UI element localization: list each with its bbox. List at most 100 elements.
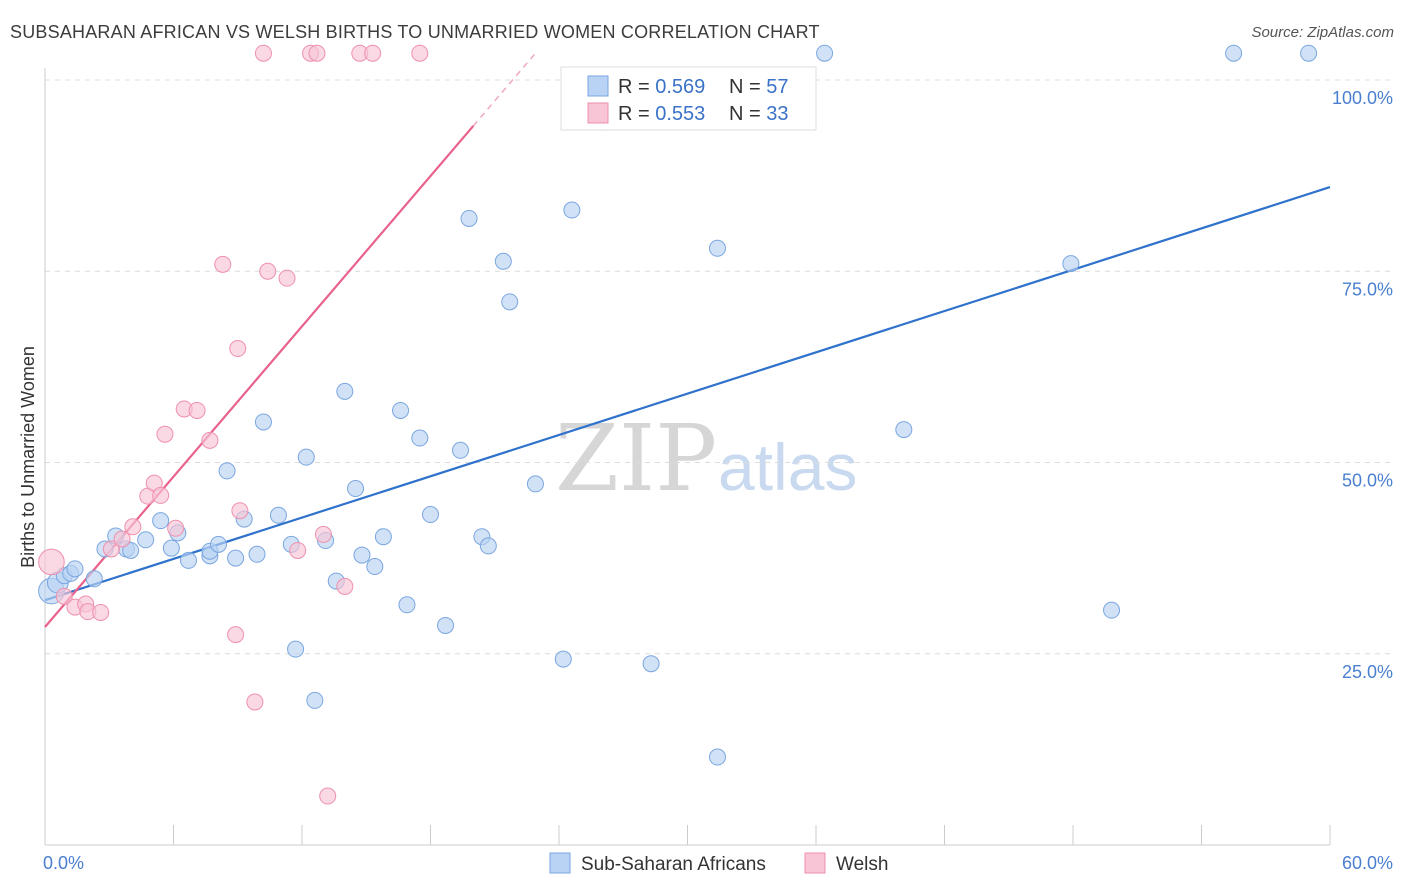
point-welsh <box>229 340 247 358</box>
x-tick-label: 60.0% <box>1342 853 1393 873</box>
point-sub-saharan-africans <box>501 293 519 311</box>
point-sub-saharan-africans <box>451 441 469 459</box>
y-axis-label: Births to Unmarried Women <box>18 346 38 568</box>
point-sub-saharan-africans <box>306 691 324 709</box>
legend-n-row-2: N = 33 <box>729 103 789 125</box>
point-welsh <box>152 486 170 504</box>
legend-r-value: 0.569 <box>655 76 705 98</box>
legend-r-label: R = <box>618 103 655 125</box>
bottom-legend-label-blue: Sub-Saharan Africans <box>581 854 766 875</box>
trend-lines <box>44 50 1331 628</box>
point-welsh <box>124 518 142 536</box>
y-tick-label: 100.0% <box>1332 88 1393 108</box>
point-welsh <box>254 44 272 62</box>
point-sub-saharan-africans <box>708 748 726 766</box>
point-welsh <box>411 44 429 62</box>
bottom-legend-swatch-pink <box>804 852 826 874</box>
watermark-zip: ZIP <box>555 405 717 512</box>
point-welsh <box>167 519 185 537</box>
point-sub-saharan-africans <box>162 539 180 557</box>
point-welsh <box>214 255 232 273</box>
point-sub-saharan-africans <box>1225 44 1243 62</box>
point-sub-saharan-africans <box>642 655 660 673</box>
point-sub-saharan-africans <box>179 551 197 569</box>
legend-box: R = 0.569 N = 57 R = 0.553 N = 33 <box>560 66 817 131</box>
point-sub-saharan-africans <box>287 640 305 658</box>
point-welsh <box>227 626 245 644</box>
point-welsh <box>289 541 307 559</box>
point-sub-saharan-africans <box>85 570 103 588</box>
point-sub-saharan-africans <box>392 401 410 419</box>
point-welsh <box>278 269 296 287</box>
point-sub-saharan-africans <box>254 413 272 431</box>
point-sub-saharan-africans <box>269 506 287 524</box>
point-sub-saharan-africans <box>895 421 913 439</box>
point-welsh <box>308 44 326 62</box>
point-sub-saharan-africans <box>297 448 315 466</box>
point-sub-saharan-africans <box>137 531 155 549</box>
y-tick-label: 25.0% <box>1342 662 1393 682</box>
point-sub-saharan-africans <box>460 209 478 227</box>
point-sub-saharan-africans <box>374 528 392 546</box>
legend-swatch-blue <box>587 75 609 97</box>
chart-title: SUBSAHARAN AFRICAN VS WELSH BIRTHS TO UN… <box>10 22 820 42</box>
watermark-atlas: atlas <box>718 430 857 504</box>
point-welsh <box>188 401 206 419</box>
point-welsh <box>92 603 110 621</box>
point-sub-saharan-africans <box>422 506 439 524</box>
point-sub-saharan-africans <box>66 560 84 578</box>
point-sub-saharan-africans <box>479 537 497 555</box>
x-tick-label: 0.0% <box>43 853 84 873</box>
point-sub-saharan-africans <box>152 512 170 530</box>
point-welsh <box>364 44 382 62</box>
point-welsh <box>156 425 174 443</box>
point-sub-saharan-africans <box>122 541 140 559</box>
point-sub-saharan-africans <box>554 650 572 668</box>
point-welsh <box>231 502 249 520</box>
point-sub-saharan-africans <box>209 535 227 553</box>
legend-n-value: 57 <box>766 76 788 98</box>
point-sub-saharan-africans <box>526 475 544 493</box>
point-sub-saharan-africans <box>336 382 354 400</box>
point-sub-saharan-africans <box>366 558 384 576</box>
point-welsh <box>336 577 354 595</box>
point-welsh <box>55 587 73 605</box>
bottom-legend: Sub-Saharan Africans Welsh <box>549 852 888 875</box>
bottom-legend-swatch-blue <box>549 852 571 874</box>
legend-row-1: R = 0.569 <box>618 76 705 98</box>
point-sub-saharan-africans <box>1062 255 1080 273</box>
point-sub-saharan-africans <box>1103 601 1121 619</box>
point-sub-saharan-africans <box>816 44 834 62</box>
point-welsh <box>201 431 219 449</box>
legend-swatch-pink <box>587 102 609 124</box>
point-sub-saharan-africans <box>708 239 726 257</box>
point-welsh <box>314 525 332 543</box>
legend-row-2: R = 0.553 <box>618 103 705 125</box>
point-sub-saharan-africans <box>436 616 454 634</box>
point-welsh <box>102 540 120 558</box>
legend-n-value: 33 <box>766 103 788 125</box>
point-sub-saharan-africans <box>347 480 365 498</box>
point-sub-saharan-africans <box>494 252 512 270</box>
legend-n-label: N = <box>729 103 766 125</box>
point-welsh <box>38 548 65 576</box>
point-sub-saharan-africans <box>411 429 429 447</box>
point-sub-saharan-africans <box>398 596 416 614</box>
point-sub-saharan-africans <box>1300 44 1318 62</box>
chart-source: Source: ZipAtlas.com <box>1251 24 1394 41</box>
point-sub-saharan-africans <box>563 201 581 219</box>
point-sub-saharan-africans <box>218 462 236 480</box>
point-welsh <box>259 262 277 280</box>
data-points <box>38 44 1318 805</box>
point-welsh <box>319 787 337 805</box>
legend-n-label: N = <box>729 76 766 98</box>
legend-n-row-1: N = 57 <box>729 76 789 98</box>
y-tick-labels: 25.0% 50.0% 75.0% 100.0% <box>1332 88 1393 682</box>
point-sub-saharan-africans <box>353 546 371 564</box>
point-sub-saharan-africans <box>227 549 245 567</box>
point-welsh <box>246 693 264 711</box>
axes <box>44 68 1331 846</box>
legend-r-label: R = <box>618 76 655 98</box>
point-sub-saharan-africans <box>248 545 266 563</box>
y-tick-label: 50.0% <box>1342 471 1393 491</box>
